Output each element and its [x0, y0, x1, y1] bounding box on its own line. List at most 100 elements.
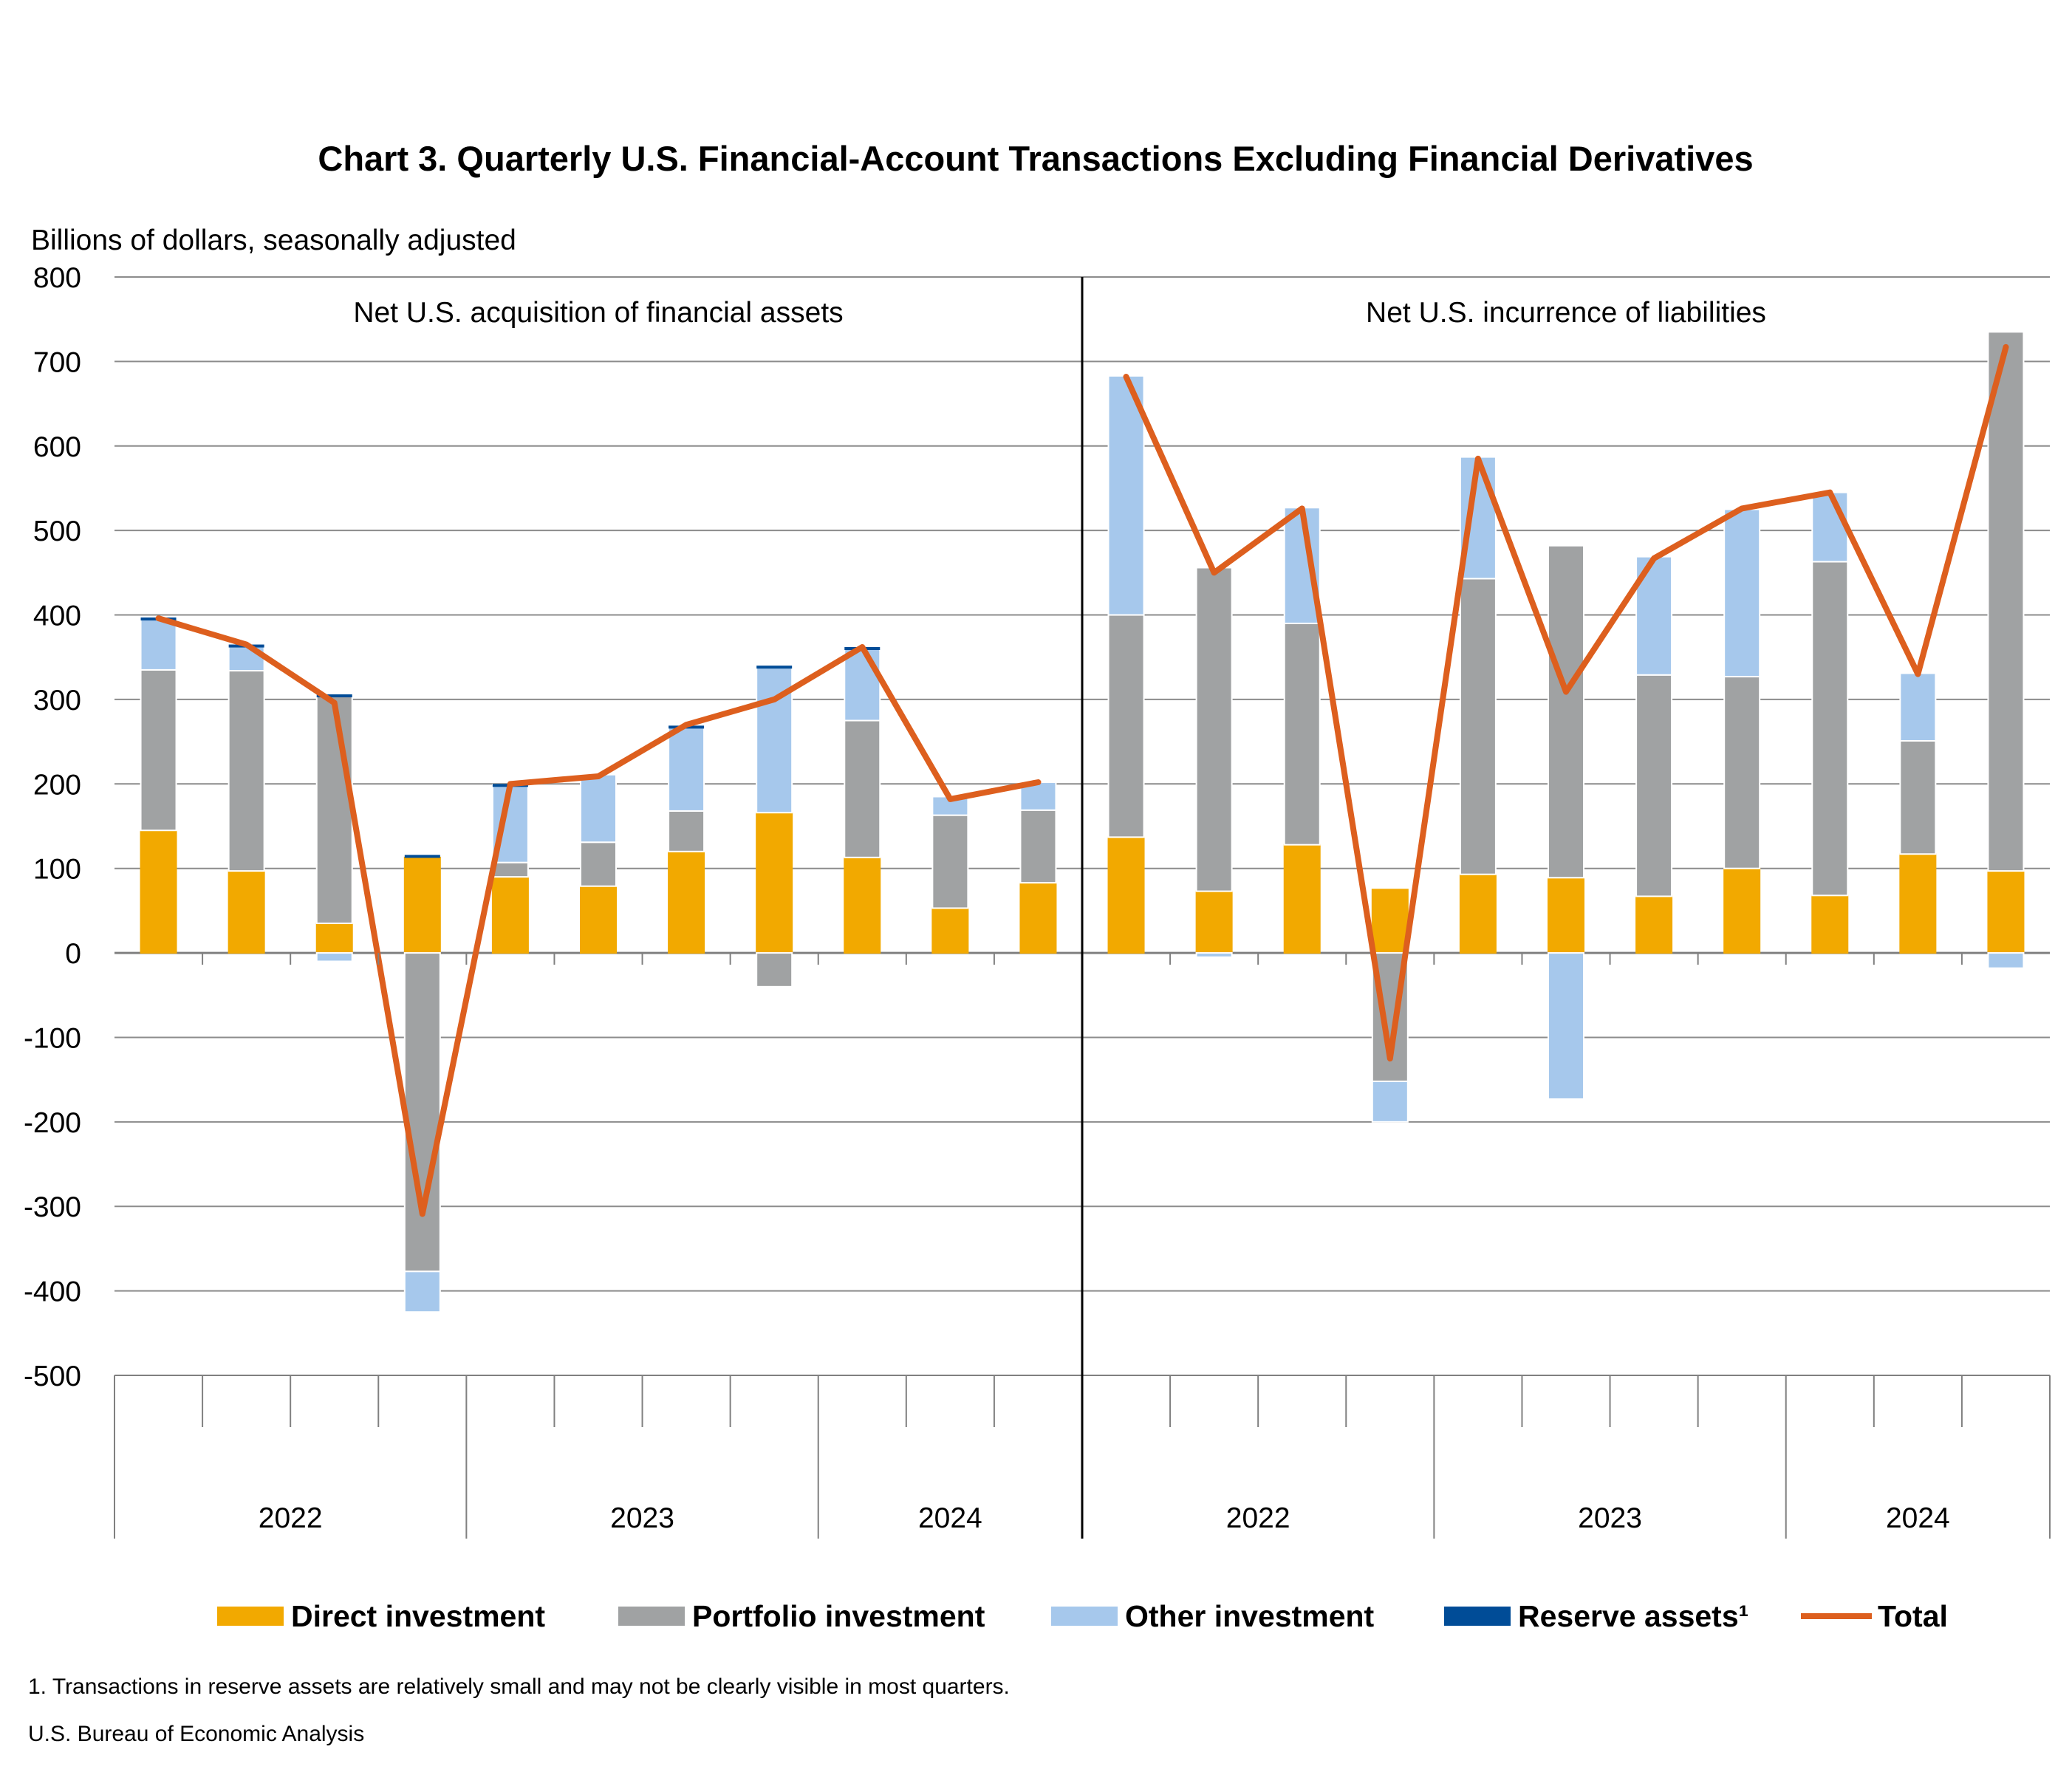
bar-portfolio — [1723, 676, 1761, 869]
bar-portfolio — [1548, 544, 1584, 879]
bar-other — [403, 1270, 441, 1313]
bar-direct — [1548, 877, 1584, 954]
bar-direct — [228, 870, 265, 954]
bar-other — [1107, 374, 1145, 616]
legend-swatch-direct — [217, 1607, 284, 1626]
bar-direct — [1019, 882, 1057, 954]
bar-portfolio — [580, 841, 617, 887]
bar-portfolio — [756, 952, 793, 988]
year-label: 2022 — [259, 1502, 323, 1534]
bar-portfolio — [668, 810, 705, 852]
bar-other — [580, 773, 617, 844]
total-lines — [155, 343, 2009, 1217]
bar-direct — [491, 876, 529, 954]
bar-direct — [140, 829, 177, 954]
y-tick-label: 200 — [33, 769, 81, 801]
bar-portfolio — [1811, 561, 1849, 897]
y-tick-label: -100 — [24, 1022, 81, 1054]
legend-swatch-portfolio — [618, 1607, 685, 1626]
legend-label: Portfolio investment — [692, 1599, 985, 1633]
bar-direct — [403, 856, 441, 954]
bar-other — [1371, 1080, 1409, 1123]
bar-other — [756, 666, 793, 814]
legend-label: Other investment — [1125, 1599, 1375, 1633]
legend-label: Direct investment — [291, 1599, 545, 1633]
year-label: 2023 — [610, 1502, 674, 1534]
total-line — [155, 615, 1042, 1217]
bar-portfolio — [1987, 331, 2025, 872]
bar-portfolio — [1635, 674, 1673, 897]
bar-direct — [580, 885, 617, 954]
year-label: 2022 — [1226, 1502, 1290, 1534]
bar-direct — [1987, 870, 2025, 954]
bar-portfolio — [403, 952, 441, 1273]
legend-swatch-reserve — [1444, 1607, 1511, 1626]
bar-portfolio — [844, 719, 881, 858]
bar-portfolio — [931, 814, 969, 909]
source-note: U.S. Bureau of Economic Analysis — [28, 1722, 364, 1746]
bar-direct — [1723, 867, 1761, 954]
bar-direct — [1811, 894, 1849, 954]
year-label: 2023 — [1578, 1502, 1642, 1534]
bar-portfolio — [1459, 578, 1497, 875]
bar-direct — [1283, 844, 1321, 954]
bar-reserve — [404, 855, 440, 858]
panel-title: Net U.S. incurrence of liabilities — [1366, 297, 1766, 329]
y-tick-label: -300 — [24, 1191, 81, 1223]
bar-other — [228, 644, 265, 672]
total-line — [1123, 343, 2009, 1062]
bar-portfolio — [1107, 614, 1145, 838]
year-label: 2024 — [1886, 1502, 1950, 1534]
bar-direct — [1459, 873, 1497, 954]
bar-portfolio — [1283, 622, 1321, 846]
bar-portfolio — [1019, 809, 1057, 884]
y-tick-label: 800 — [33, 262, 81, 294]
bar-direct — [844, 856, 881, 954]
bar-direct — [315, 923, 353, 954]
footnote: 1. Transactions in reserve assets are re… — [28, 1675, 1010, 1699]
bar-other — [1811, 491, 1849, 563]
bar-direct — [1899, 853, 1937, 954]
legend-label: Total — [1878, 1599, 1948, 1633]
bar-direct — [1107, 836, 1145, 954]
y-tick-label: -500 — [24, 1361, 81, 1392]
bar-direct — [1371, 889, 1409, 954]
bar-portfolio — [315, 694, 353, 925]
bar-portfolio — [228, 670, 265, 872]
bar-portfolio — [1195, 567, 1233, 892]
y-tick-label: 300 — [33, 685, 81, 716]
bar-portfolio — [491, 861, 529, 878]
x-axis: 2022 2023 2024 2022 2023 2024 — [114, 277, 2051, 1539]
bar-other — [315, 952, 353, 962]
y-tick-label: 0 — [65, 938, 81, 970]
y-tick-label: 500 — [33, 516, 81, 547]
bar-other — [1723, 508, 1761, 678]
panel-title: Net U.S. acquisition of financial assets — [353, 297, 843, 329]
bar-portfolio — [140, 668, 177, 832]
bar-direct — [1195, 890, 1233, 954]
bar-direct — [756, 812, 793, 954]
bar-direct — [931, 907, 969, 954]
y-axis-tick-labels: 800 700 600 500 400 300 200 100 0 -100 -200 -300 -40… — [24, 262, 81, 1392]
y-tick-label: 100 — [33, 854, 81, 886]
bar-other — [668, 725, 705, 812]
panel-titles: Net U.S. acquisition of financial assets… — [353, 297, 1766, 329]
bar-other — [1987, 952, 2025, 969]
bar-other — [140, 618, 177, 671]
chart-title: Chart 3. Quarterly U.S. Financial-Accoun… — [318, 139, 1753, 178]
bar-direct — [1635, 895, 1673, 954]
bar-other — [1899, 672, 1937, 742]
year-label: 2024 — [918, 1502, 982, 1534]
y-axis-unit-label: Billions of dollars, seasonally adjusted — [31, 225, 516, 256]
legend: Direct investment Portfolio investment Oth… — [217, 1599, 1948, 1633]
bar-other — [1195, 952, 1233, 958]
bar-other — [844, 648, 881, 722]
legend-swatch-other — [1051, 1607, 1118, 1626]
y-tick-label: -400 — [24, 1276, 81, 1308]
legend-label: Reserve assets¹ — [1518, 1599, 1748, 1633]
bar-other — [1548, 952, 1584, 1100]
y-tick-label: 700 — [33, 346, 81, 378]
y-tick-label: -200 — [24, 1107, 81, 1139]
bar-direct — [668, 850, 705, 954]
